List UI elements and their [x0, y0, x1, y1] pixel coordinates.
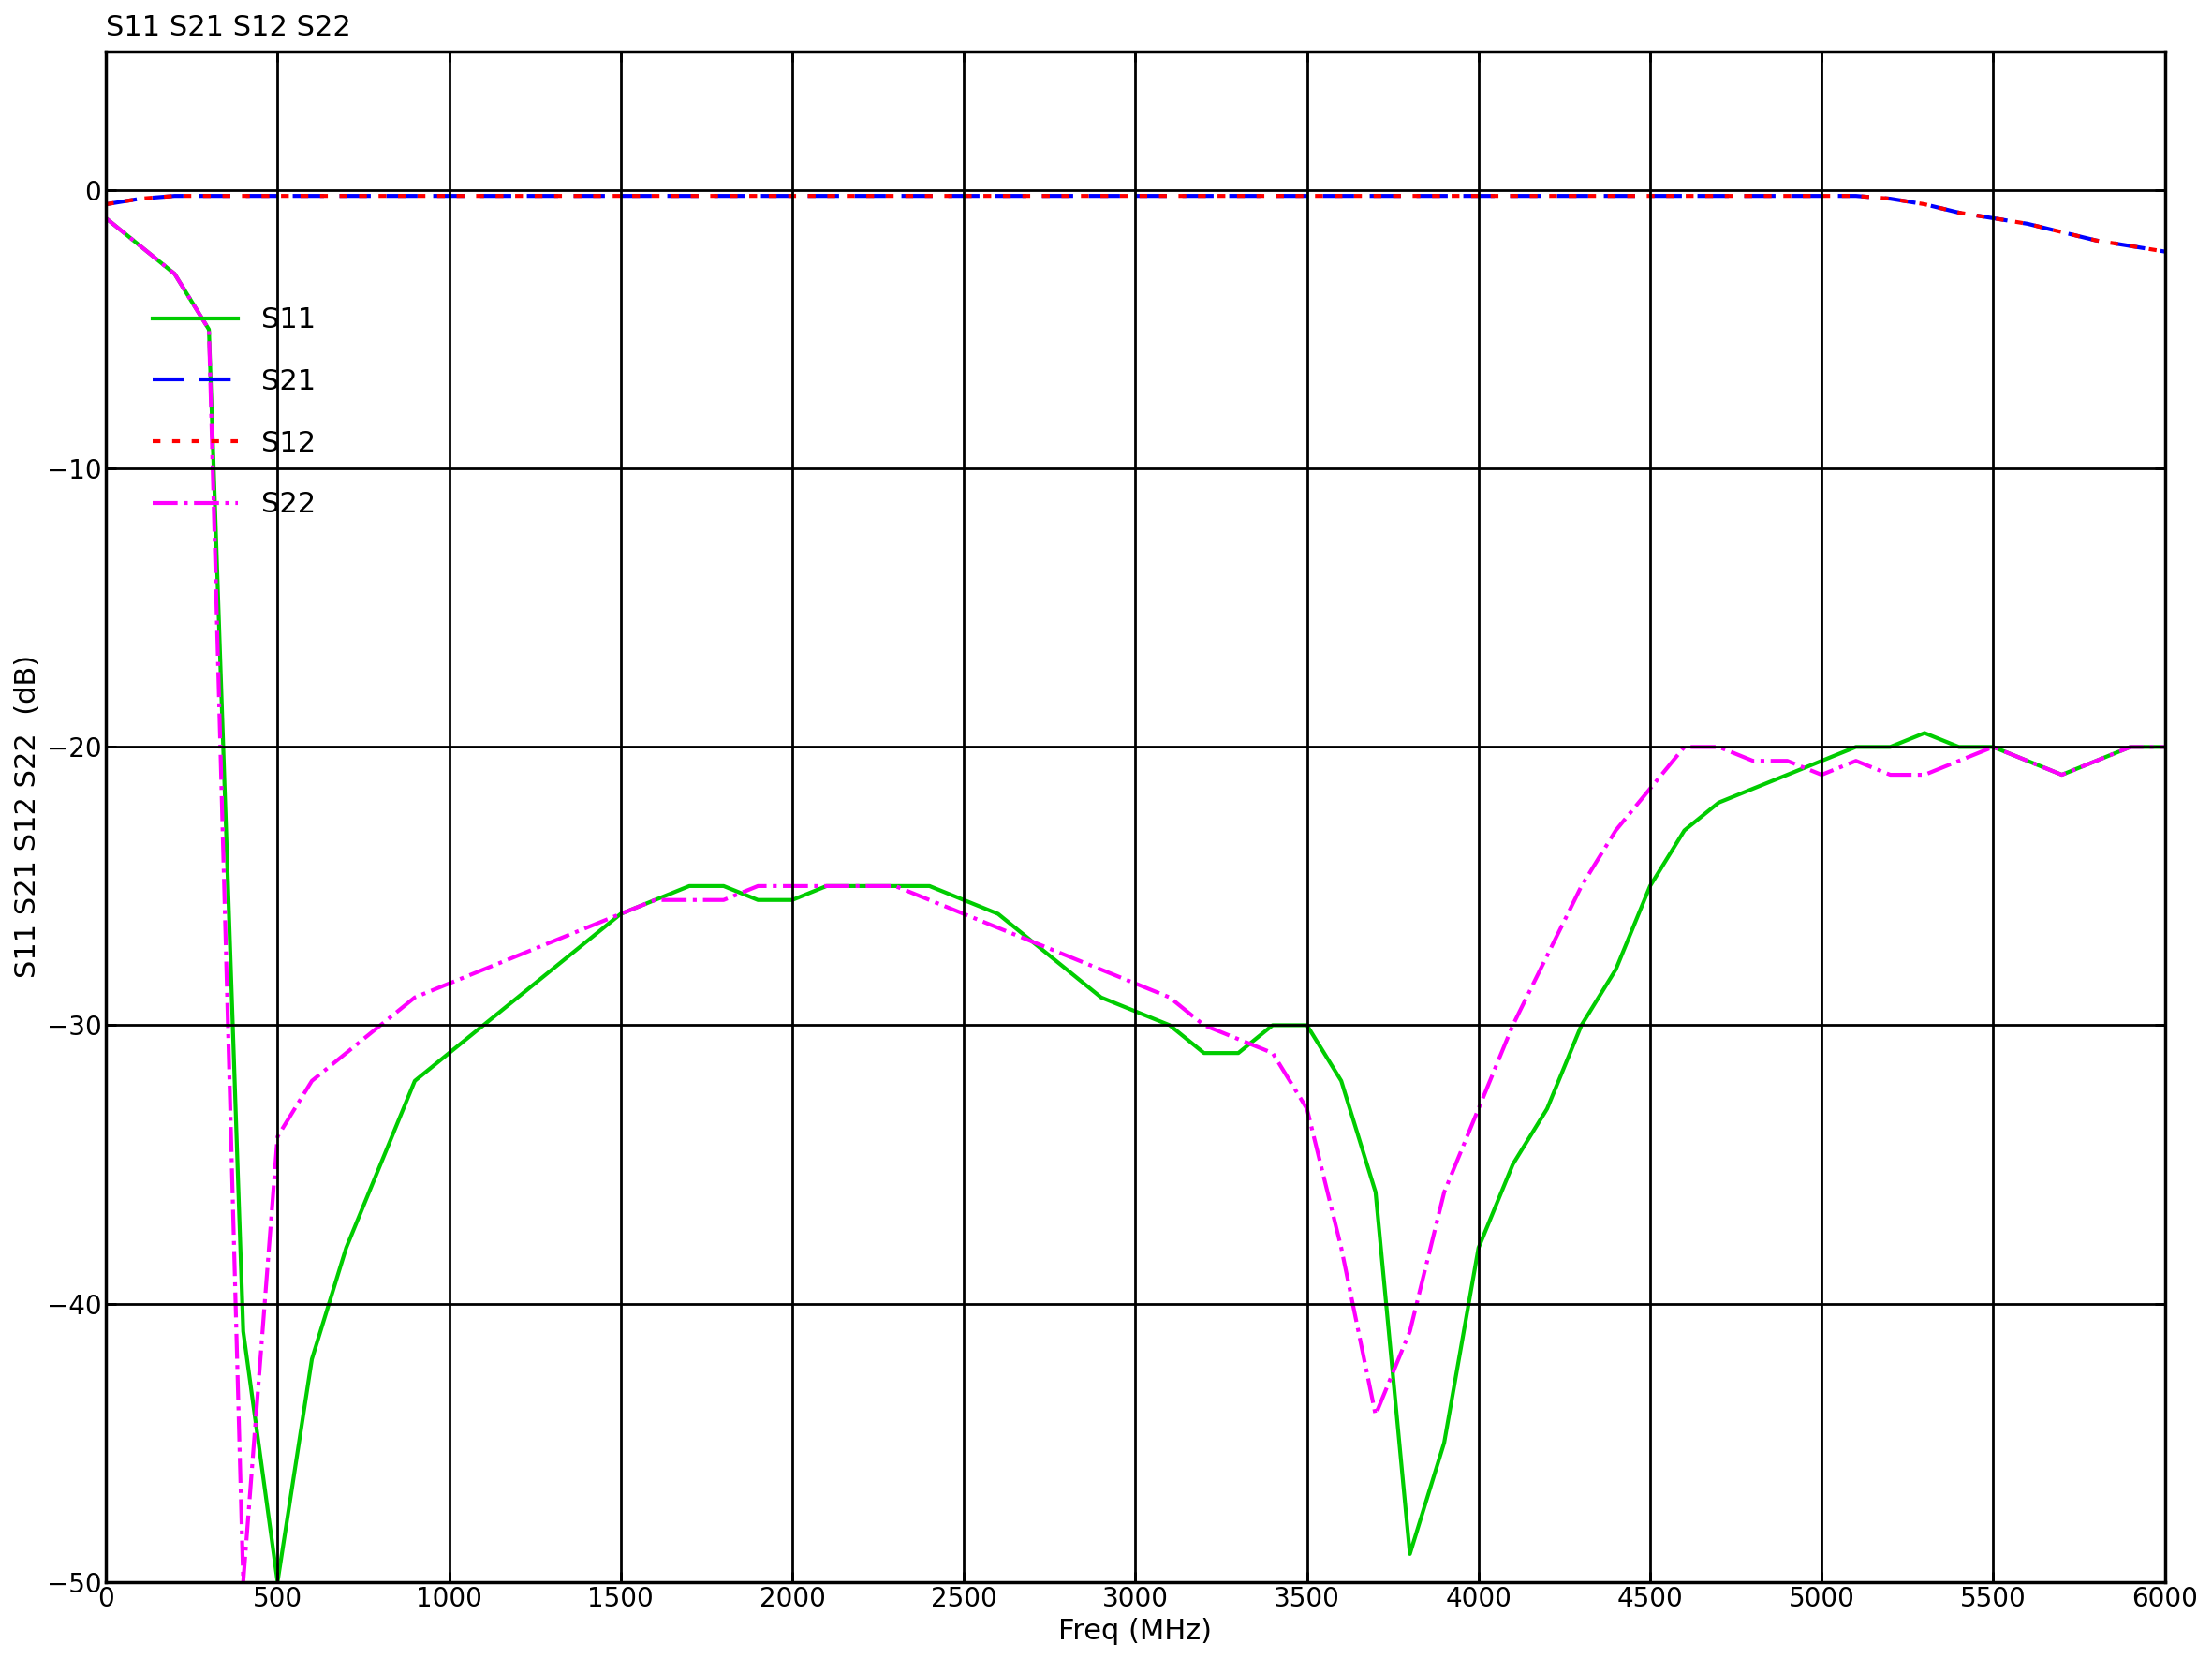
S21: [1225, 186, 1252, 206]
S11: [1363, 1183, 1389, 1203]
S22: [608, 904, 635, 924]
S21: [847, 186, 874, 206]
Line: S22: S22: [106, 219, 2166, 1581]
S11: [540, 959, 566, 979]
S12: [93, 194, 119, 214]
S21: [1363, 186, 1389, 206]
S12: [161, 186, 188, 206]
S22: [1363, 1405, 1389, 1425]
S11: [608, 904, 635, 924]
S22: [2152, 737, 2179, 757]
S11: [2152, 737, 2179, 757]
S21: [2152, 242, 2179, 262]
S22: [847, 876, 874, 896]
S12: [847, 186, 874, 206]
S21: [1911, 194, 1938, 214]
X-axis label: Freq (MHz): Freq (MHz): [1060, 1618, 1212, 1646]
S12: [540, 186, 566, 206]
Line: S21: S21: [106, 196, 2166, 252]
Y-axis label: S11 S21 S12 S22  (dB): S11 S21 S12 S22 (dB): [13, 655, 42, 979]
Legend: S11, S21, S12, S22: S11, S21, S12, S22: [142, 295, 327, 529]
Line: S12: S12: [106, 196, 2166, 252]
S12: [1911, 194, 1938, 214]
S11: [263, 1571, 290, 1591]
S21: [608, 186, 635, 206]
S11: [1911, 723, 1938, 743]
S22: [93, 209, 119, 229]
S12: [608, 186, 635, 206]
S11: [1225, 1044, 1252, 1063]
S11: [847, 876, 874, 896]
S12: [1363, 186, 1389, 206]
S12: [1225, 186, 1252, 206]
S21: [93, 194, 119, 214]
S21: [161, 186, 188, 206]
Line: S11: S11: [106, 219, 2166, 1581]
Text: S11 S21 S12 S22: S11 S21 S12 S22: [106, 13, 352, 41]
S11: [93, 209, 119, 229]
S21: [540, 186, 566, 206]
S22: [1225, 1029, 1252, 1048]
S22: [1911, 765, 1938, 785]
S22: [540, 932, 566, 952]
S22: [230, 1571, 257, 1591]
S12: [2152, 242, 2179, 262]
